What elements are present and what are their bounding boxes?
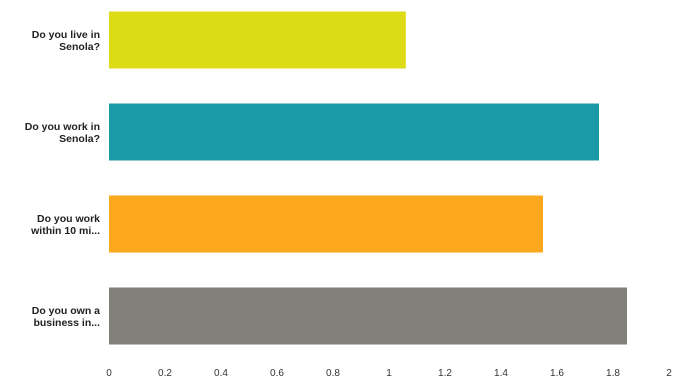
category-label-line: Do you live in [32, 29, 100, 41]
bar-4 [109, 287, 627, 345]
x-axis-tick-labels: 0 0.2 0.4 0.6 0.8 1 1.2 1.4 1.6 1.8 2 [106, 368, 672, 379]
x-tick-label: 0.6 [270, 368, 284, 379]
x-tick-label: 2 [666, 368, 672, 379]
category-label-line: business in... [33, 317, 100, 329]
category-labels: Do you live in Senola?Do you work in Senol… [25, 29, 100, 329]
x-tick-label: 1.4 [494, 368, 508, 379]
x-tick-label: 0.4 [214, 368, 228, 379]
x-tick-label: 0.8 [326, 368, 340, 379]
x-tick-label: 1 [386, 368, 392, 379]
x-tick-label: 1.8 [606, 368, 620, 379]
category-label-line: within 10 mi... [30, 225, 100, 237]
category-label-2: Do you work in Senola? [25, 121, 100, 145]
bar-1 [109, 11, 406, 69]
category-label-1: Do you live in Senola? [32, 29, 100, 53]
x-tick-label: 1.6 [550, 368, 564, 379]
x-tick-label: 1.2 [438, 368, 452, 379]
bar-2 [109, 103, 599, 161]
category-label-line: Do you own a [32, 305, 100, 317]
category-label-line: Do you work in [25, 121, 100, 133]
category-label-line: Senola? [59, 41, 100, 53]
category-label-line: Do you work [37, 213, 100, 225]
x-tick-label: 0.2 [158, 368, 172, 379]
bar-3 [109, 195, 543, 253]
x-tick-label: 0 [106, 368, 112, 379]
category-label-3: Do you work within 10 mi... [30, 213, 100, 237]
bars-group [109, 11, 627, 345]
category-label-4: Do you own a business in... [32, 305, 100, 329]
category-label-line: Senola? [59, 133, 100, 145]
